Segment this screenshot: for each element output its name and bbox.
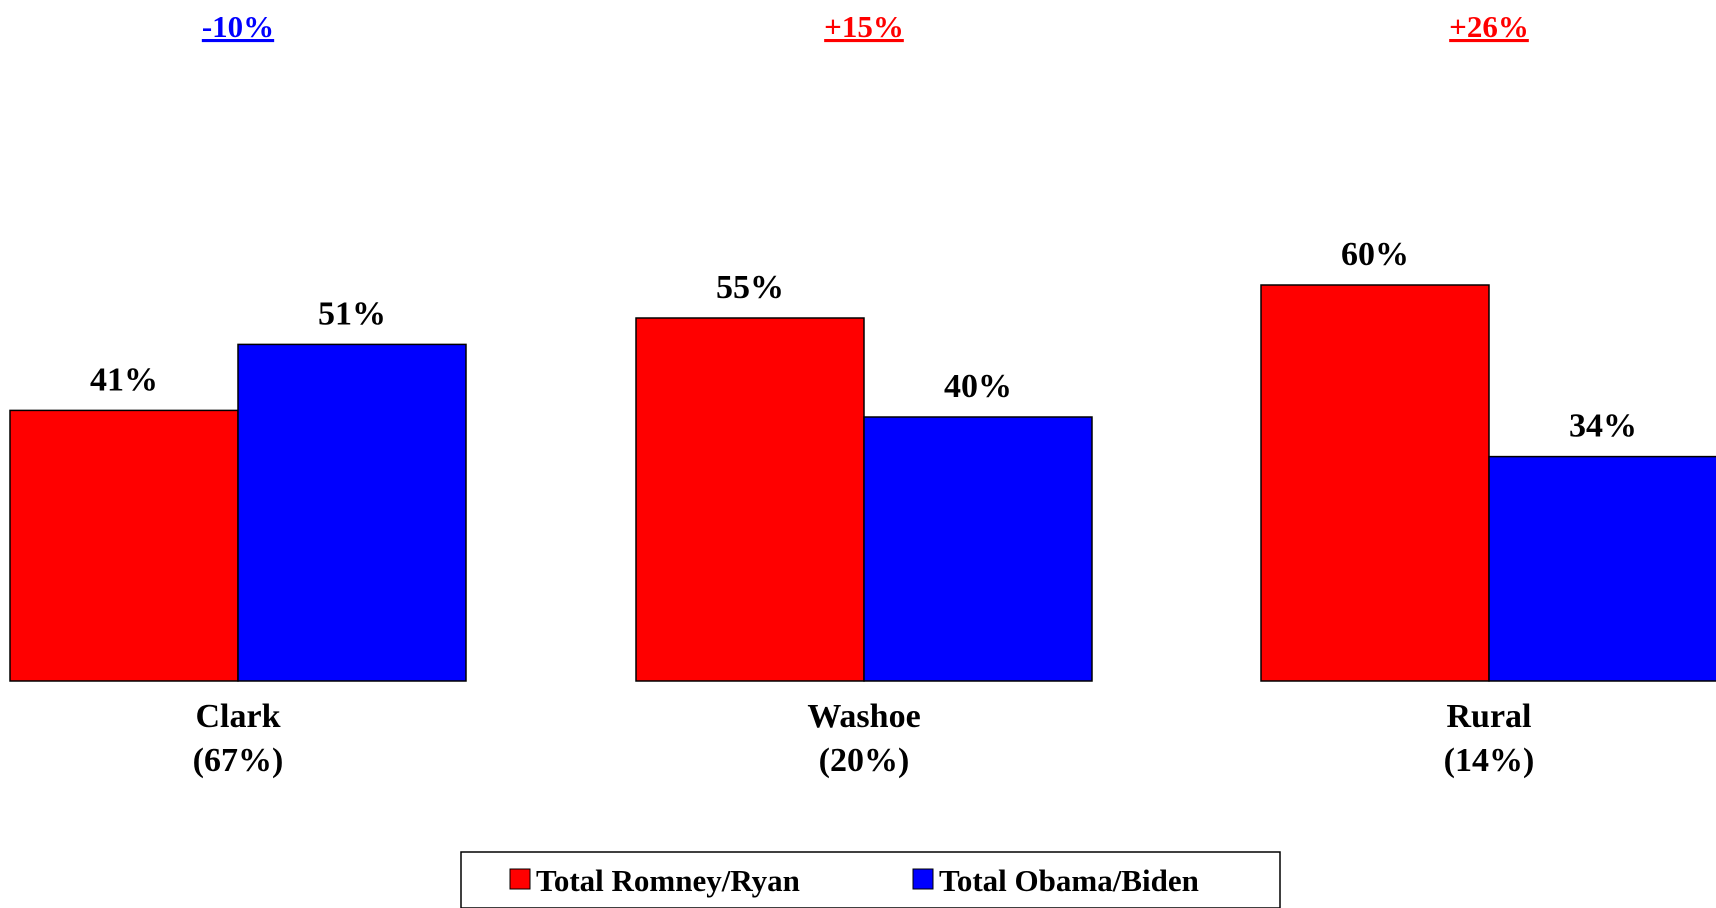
margin-labels: -10% +15% +26% <box>202 9 1529 44</box>
category-share-rural: (14%) <box>1444 742 1535 779</box>
bar-washoe-romney-ryan <box>635 317 865 682</box>
value-label-rural-romney-ryan: 60% <box>1341 236 1409 273</box>
value-label-clark-romney-ryan: 41% <box>90 361 158 398</box>
value-label-washoe-obama-biden: 40% <box>944 368 1012 405</box>
category-share-washoe: (20%) <box>819 742 910 779</box>
bar-clark-obama-biden <box>237 343 467 682</box>
legend-box <box>460 851 1281 908</box>
bar-clark-romney-ryan <box>9 409 239 682</box>
bar-rural-obama-biden <box>1488 455 1716 682</box>
legend-swatch-obama-biden <box>912 868 934 890</box>
category-share-clark: (67%) <box>193 742 284 779</box>
value-label-washoe-romney-ryan: 55% <box>716 269 784 306</box>
legend-label-romney-ryan: Total Romney/Ryan <box>536 863 800 898</box>
value-labels: 41% 51% 55% 40% 60% 34% <box>90 236 1637 445</box>
value-label-clark-obama-biden: 51% <box>318 295 386 332</box>
category-label-clark: Clark <box>196 698 281 735</box>
category-label-washoe: Washoe <box>807 698 920 735</box>
margin-label-clark: -10% <box>202 9 274 44</box>
bar-groups <box>9 284 1716 682</box>
legend: Total Romney/Ryan Total Obama/Biden <box>460 851 1281 908</box>
bar-rural-romney-ryan <box>1260 284 1490 682</box>
legend-label-obama-biden: Total Obama/Biden <box>939 863 1199 898</box>
legend-swatch-romney-ryan <box>509 868 531 890</box>
category-label-rural: Rural <box>1447 698 1532 735</box>
margin-label-washoe: +15% <box>824 9 904 44</box>
bar-washoe-obama-biden <box>863 416 1093 682</box>
margin-label-rural: +26% <box>1449 9 1529 44</box>
category-labels: Clark (67%) Washoe (20%) Rural (14%) <box>193 698 1535 779</box>
value-label-rural-obama-biden: 34% <box>1569 408 1637 445</box>
